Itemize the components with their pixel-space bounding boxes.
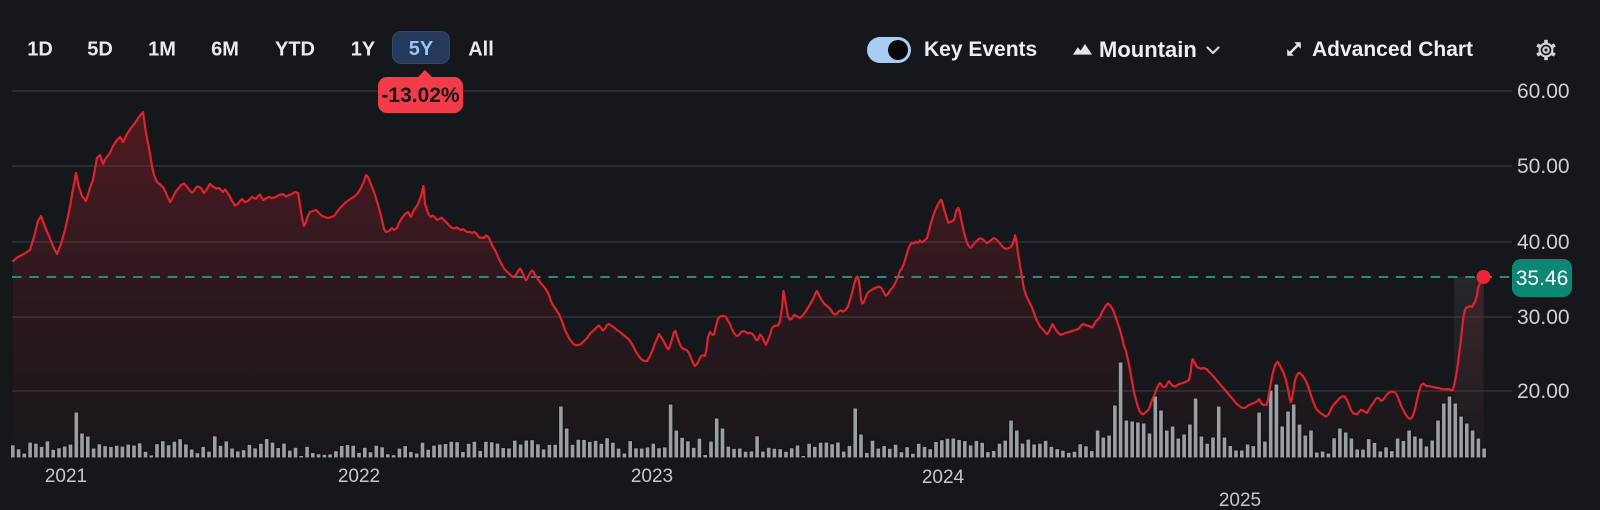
svg-text:20.00: 20.00 — [1517, 380, 1570, 403]
svg-text:2022: 2022 — [338, 466, 380, 487]
svg-text:2024: 2024 — [922, 467, 965, 488]
svg-text:2023: 2023 — [631, 466, 673, 487]
svg-text:2021: 2021 — [45, 466, 87, 487]
svg-text:40.00: 40.00 — [1517, 231, 1570, 254]
svg-text:50.00: 50.00 — [1517, 155, 1570, 178]
svg-text:35.46: 35.46 — [1516, 267, 1569, 290]
svg-text:60.00: 60.00 — [1517, 80, 1570, 103]
svg-text:30.00: 30.00 — [1517, 306, 1570, 329]
svg-text:2025: 2025 — [1219, 490, 1261, 510]
